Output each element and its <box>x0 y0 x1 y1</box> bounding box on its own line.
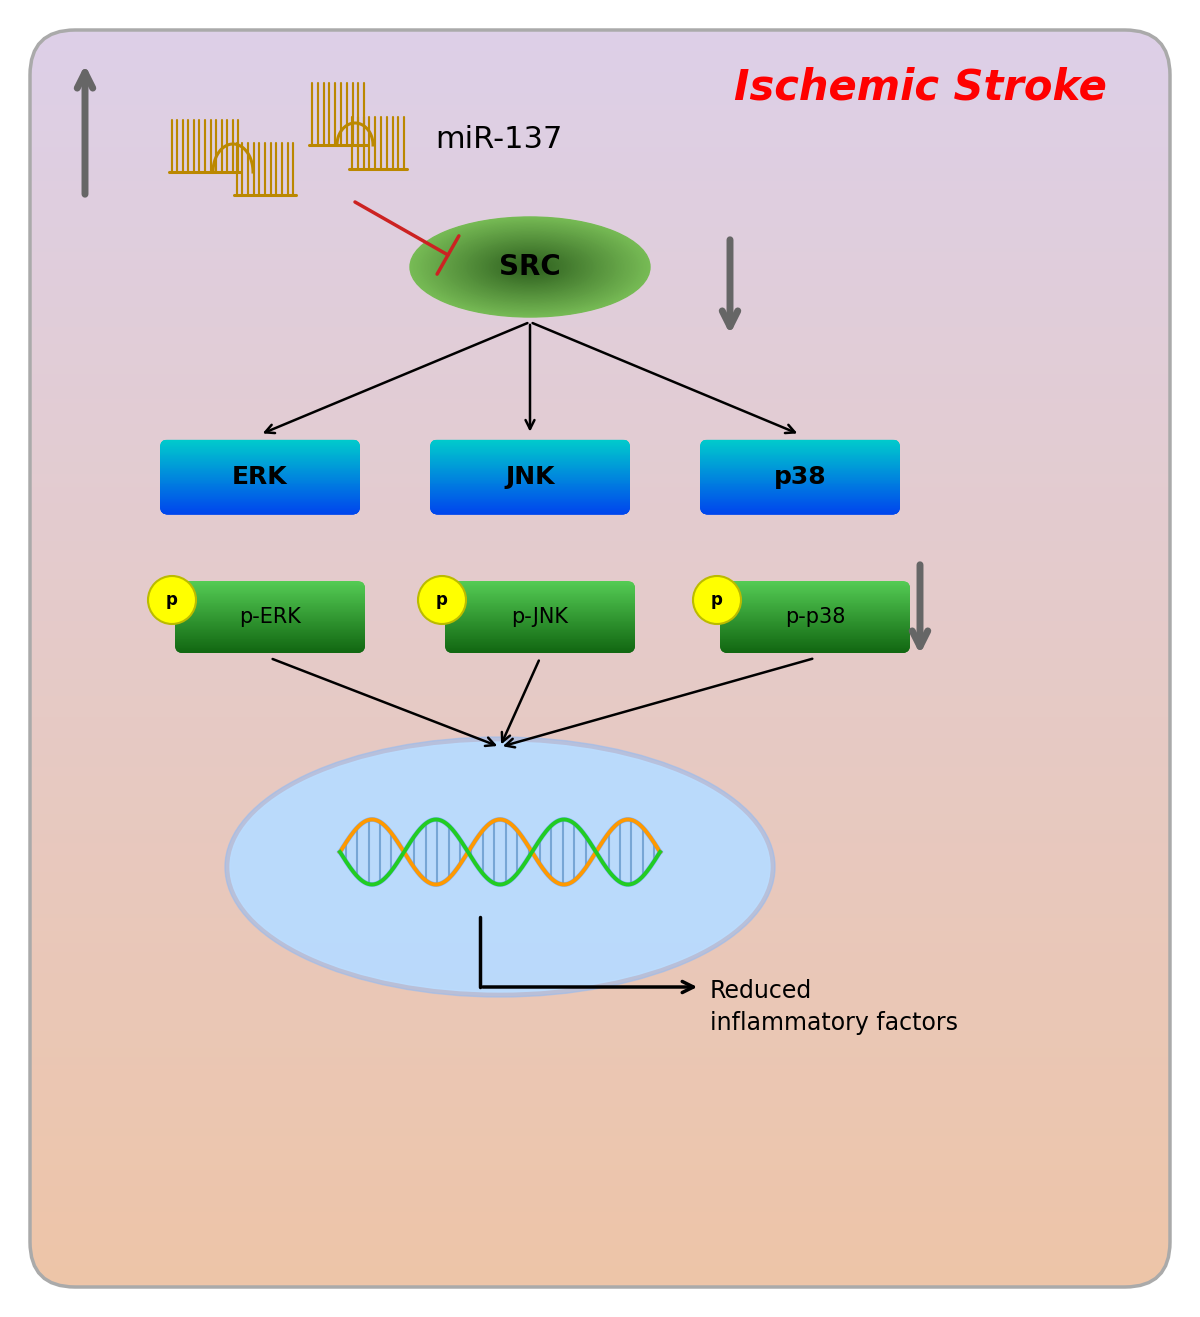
Ellipse shape <box>226 738 775 997</box>
Circle shape <box>418 576 466 624</box>
Ellipse shape <box>492 252 569 283</box>
Ellipse shape <box>230 741 770 992</box>
Ellipse shape <box>472 242 588 291</box>
Ellipse shape <box>415 220 644 315</box>
Ellipse shape <box>446 232 614 302</box>
Ellipse shape <box>468 241 592 292</box>
Ellipse shape <box>466 240 595 294</box>
Ellipse shape <box>431 225 629 308</box>
Ellipse shape <box>424 223 636 311</box>
Text: ERK: ERK <box>232 465 288 489</box>
Ellipse shape <box>488 250 571 284</box>
Ellipse shape <box>503 255 558 278</box>
Text: p: p <box>436 591 448 608</box>
Ellipse shape <box>464 240 596 295</box>
Ellipse shape <box>438 229 623 306</box>
Ellipse shape <box>442 230 618 304</box>
Ellipse shape <box>434 228 625 307</box>
Ellipse shape <box>426 224 634 309</box>
Ellipse shape <box>470 242 589 291</box>
Ellipse shape <box>444 232 616 303</box>
Text: JNK: JNK <box>505 465 554 489</box>
Ellipse shape <box>430 225 631 309</box>
Ellipse shape <box>487 249 572 284</box>
Text: SRC: SRC <box>499 253 560 281</box>
Ellipse shape <box>449 233 611 300</box>
Ellipse shape <box>450 233 610 300</box>
Ellipse shape <box>437 228 624 306</box>
Ellipse shape <box>410 217 650 317</box>
Ellipse shape <box>499 254 560 279</box>
Ellipse shape <box>461 238 599 296</box>
Ellipse shape <box>479 246 581 288</box>
Text: p-JNK: p-JNK <box>511 607 569 627</box>
Ellipse shape <box>520 262 541 271</box>
Ellipse shape <box>454 236 606 299</box>
Ellipse shape <box>460 237 600 296</box>
Ellipse shape <box>421 221 638 312</box>
Ellipse shape <box>456 236 605 298</box>
Ellipse shape <box>467 241 594 294</box>
Ellipse shape <box>512 259 548 274</box>
Ellipse shape <box>422 223 637 312</box>
Ellipse shape <box>511 259 550 275</box>
Ellipse shape <box>490 250 570 283</box>
Ellipse shape <box>412 217 649 316</box>
Ellipse shape <box>504 255 556 278</box>
Ellipse shape <box>481 246 578 287</box>
Ellipse shape <box>496 253 564 282</box>
Ellipse shape <box>432 227 628 308</box>
Ellipse shape <box>498 254 562 281</box>
Ellipse shape <box>485 248 576 286</box>
Ellipse shape <box>419 220 642 313</box>
Text: p-ERK: p-ERK <box>239 607 301 627</box>
Ellipse shape <box>509 258 551 275</box>
Ellipse shape <box>494 252 566 282</box>
Ellipse shape <box>506 257 553 277</box>
Ellipse shape <box>502 255 559 279</box>
Ellipse shape <box>428 224 632 309</box>
Ellipse shape <box>516 261 544 273</box>
Ellipse shape <box>493 252 568 283</box>
Ellipse shape <box>517 262 542 273</box>
Text: p-p38: p-p38 <box>785 607 845 627</box>
Ellipse shape <box>413 219 647 316</box>
Ellipse shape <box>414 219 646 315</box>
Text: Reduced
inflammatory factors: Reduced inflammatory factors <box>710 979 958 1035</box>
Ellipse shape <box>420 221 641 313</box>
Ellipse shape <box>508 258 552 277</box>
Ellipse shape <box>486 249 574 286</box>
Ellipse shape <box>443 230 617 303</box>
Ellipse shape <box>484 248 577 287</box>
Ellipse shape <box>457 237 604 298</box>
Text: p: p <box>712 591 722 608</box>
Ellipse shape <box>462 238 598 295</box>
Text: p: p <box>166 591 178 608</box>
Ellipse shape <box>480 246 580 287</box>
Circle shape <box>148 576 196 624</box>
Ellipse shape <box>448 233 613 302</box>
Ellipse shape <box>440 229 619 304</box>
Ellipse shape <box>515 261 545 274</box>
Ellipse shape <box>452 234 607 299</box>
Ellipse shape <box>469 242 590 292</box>
Ellipse shape <box>425 224 635 311</box>
Ellipse shape <box>478 245 582 288</box>
Ellipse shape <box>497 253 563 281</box>
Ellipse shape <box>476 245 583 290</box>
Circle shape <box>694 576 742 624</box>
Ellipse shape <box>514 261 546 274</box>
Ellipse shape <box>505 257 554 278</box>
Text: miR-137: miR-137 <box>434 125 563 154</box>
Ellipse shape <box>474 244 587 291</box>
Text: Ischemic Stroke: Ischemic Stroke <box>733 66 1106 108</box>
Ellipse shape <box>451 234 608 300</box>
Ellipse shape <box>475 244 586 290</box>
Ellipse shape <box>458 237 601 296</box>
Text: p38: p38 <box>774 465 827 489</box>
Ellipse shape <box>433 227 626 307</box>
Ellipse shape <box>416 220 643 315</box>
Ellipse shape <box>439 229 622 306</box>
